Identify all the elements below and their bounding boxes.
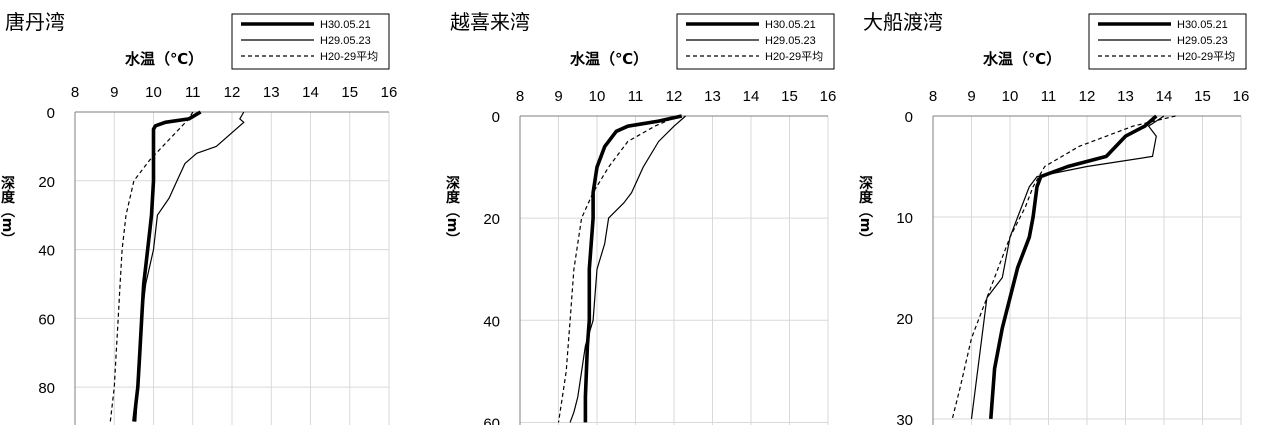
y-tick-label: 0	[492, 109, 500, 126]
x-tick-label: 8	[516, 88, 524, 105]
x-tick-label: 14	[1156, 88, 1173, 105]
x-axis-label: 水温（℃）	[125, 50, 203, 68]
x-tick-label: 14	[743, 88, 760, 105]
legend: H30.05.21 H29.05.23 H20-29平均	[232, 14, 389, 69]
series-line-thick	[585, 116, 681, 422]
x-tick-label: 12	[1079, 88, 1096, 105]
x-tick-label: 9	[967, 88, 975, 105]
series-group	[110, 112, 244, 422]
x-tick-label: 11	[185, 84, 201, 101]
x-tick-label: 10	[589, 88, 606, 105]
chart-title: 唐丹湾	[5, 10, 65, 34]
y-axis-label: 深度（m）	[0, 175, 16, 246]
x-tick-label: 9	[554, 88, 562, 105]
y-tick-label: 0	[47, 105, 55, 122]
series-group	[559, 116, 686, 422]
x-tick-label: 13	[1117, 88, 1134, 105]
y-tick-label: 0	[905, 109, 913, 126]
x-tick-label: 14	[302, 84, 319, 101]
y-tick-label: 10	[896, 210, 913, 227]
legend-label: H29.05.23	[765, 35, 816, 47]
x-tick-label: 13	[263, 84, 280, 101]
legend-label: H30.05.21	[320, 19, 371, 31]
y-tick-label: 20	[38, 174, 55, 191]
legend: H30.05.21 H29.05.23 H20-29平均	[677, 14, 834, 69]
legend-label: H29.05.23	[1177, 35, 1228, 47]
x-tick-label: 16	[1233, 88, 1250, 105]
legend-label: H30.05.21	[1177, 19, 1228, 31]
x-tick-label: 15	[781, 88, 798, 105]
series-line-dashed	[952, 116, 1175, 419]
legend-label: H20-29平均	[765, 50, 823, 63]
y-tick-label: 20	[896, 311, 913, 328]
series-group	[952, 116, 1175, 419]
legend-label: H30.05.21	[765, 19, 816, 31]
x-tick-label: 8	[71, 84, 79, 101]
chart-title: 大船渡湾	[863, 10, 943, 34]
x-tick-label: 11	[628, 88, 644, 105]
legend: H30.05.21 H29.05.23 H20-29平均	[1089, 14, 1246, 69]
y-tick-label: 40	[38, 243, 55, 260]
y-tick-label: 30	[896, 412, 913, 425]
y-tick-label: 80	[38, 380, 55, 397]
x-tick-label: 12	[224, 84, 241, 101]
y-axis-label: 深度（m）	[444, 175, 461, 246]
x-tick-label: 13	[704, 88, 721, 105]
series-line-dashed	[110, 112, 193, 422]
x-tick-label: 11	[1041, 88, 1057, 105]
y-axis-label: 深度（m）	[857, 175, 874, 246]
series-line-thick	[991, 116, 1157, 419]
legend-label: H20-29平均	[320, 50, 378, 63]
x-tick-label: 16	[381, 84, 398, 101]
x-tick-label: 15	[341, 84, 358, 101]
y-tick-label: 20	[483, 211, 500, 228]
x-tick-label: 10	[145, 84, 162, 101]
series-line-dashed	[559, 116, 678, 422]
y-tick-label: 60	[483, 415, 500, 425]
series-line-thin	[972, 116, 1165, 419]
x-tick-label: 8	[929, 88, 937, 105]
chart-title: 越喜来湾	[450, 10, 530, 34]
y-tick-label: 60	[38, 311, 55, 328]
x-tick-label: 15	[1194, 88, 1211, 105]
x-axis-label: 水温（℃）	[570, 50, 648, 68]
x-tick-label: 10	[1002, 88, 1019, 105]
legend-label: H20-29平均	[1177, 50, 1235, 63]
x-tick-label: 12	[666, 88, 683, 105]
x-axis-label: 水温（℃）	[983, 50, 1061, 68]
x-tick-label: 16	[820, 88, 837, 105]
legend-label: H29.05.23	[320, 35, 371, 47]
x-tick-label: 9	[110, 84, 118, 101]
y-tick-label: 40	[483, 313, 500, 330]
